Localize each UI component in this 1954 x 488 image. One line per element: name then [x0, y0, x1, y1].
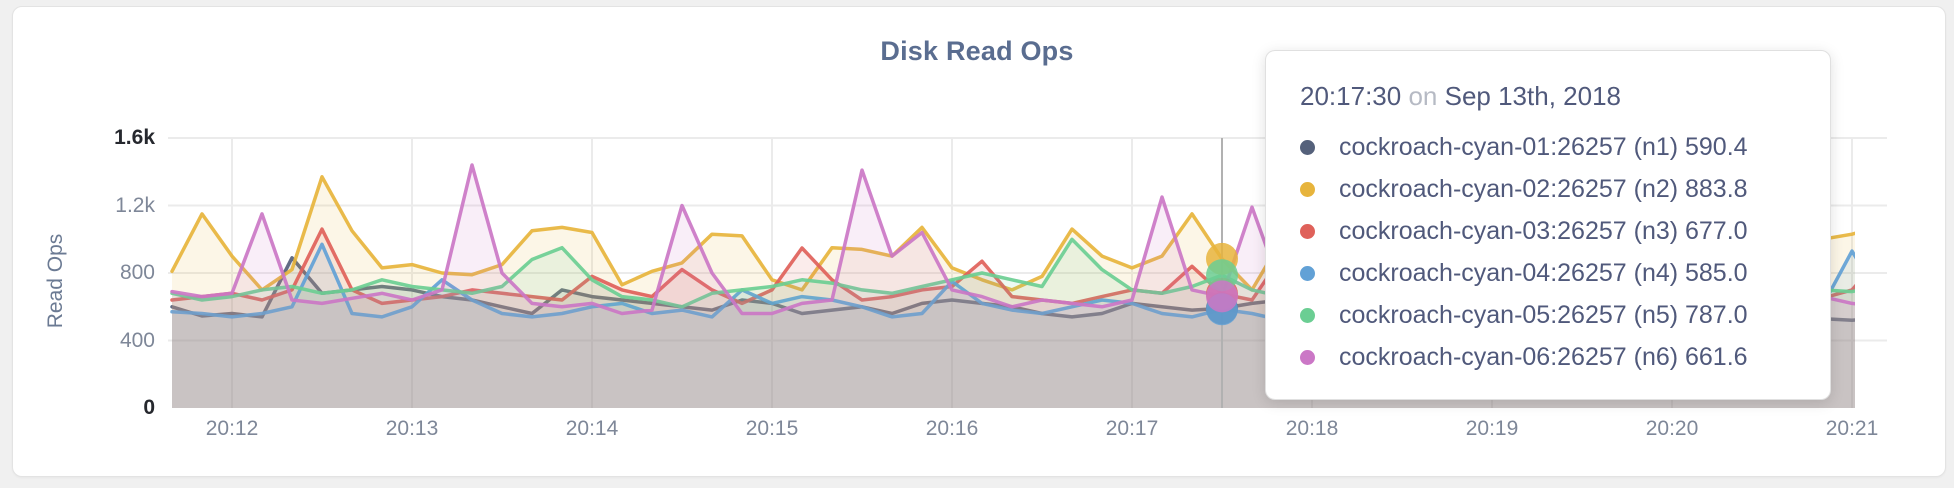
series-color-dot-icon	[1300, 139, 1315, 155]
series-color-dot-icon	[1300, 181, 1315, 197]
tooltip-row: cockroach-cyan-03:26257 (n3) 677.0	[1300, 210, 1830, 252]
tooltip-date: Sep 13th, 2018	[1444, 81, 1621, 111]
tooltip-series-name: cockroach-cyan-04:26257 (n4)	[1339, 258, 1679, 287]
tooltip-header: 20:17:30 on Sep 13th, 2018	[1300, 81, 1830, 112]
chart-title: Disk Read Ops	[880, 36, 1074, 66]
tooltip-series-name: cockroach-cyan-06:26257 (n6)	[1339, 342, 1679, 371]
tooltip-series-name: cockroach-cyan-05:26257 (n5)	[1339, 300, 1679, 329]
x-tick-label: 20:12	[205, 417, 259, 440]
tooltip-row: cockroach-cyan-06:26257 (n6) 661.6	[1300, 336, 1830, 378]
x-tick-label: 20:21	[1825, 417, 1879, 440]
x-tick-label: 20:19	[1465, 417, 1519, 440]
tooltip-rows: cockroach-cyan-01:26257 (n1) 590.4 cockroa…	[1300, 126, 1830, 378]
x-tick-label: 20:14	[565, 417, 619, 440]
tooltip-series-value: 661.6	[1685, 342, 1748, 371]
y-tick-label: 400	[119, 328, 155, 352]
series-color-dot-icon	[1300, 223, 1315, 239]
y-tick-label: 1.2k	[115, 193, 155, 217]
tooltip-series-name: cockroach-cyan-01:26257 (n1)	[1339, 132, 1679, 161]
y-tick-label: 0	[143, 396, 155, 419]
x-tick-label: 20:13	[385, 417, 439, 440]
tooltip-time: 20:17:30	[1300, 81, 1402, 111]
chart-tooltip: 20:17:30 on Sep 13th, 2018 cockroach-cya…	[1265, 50, 1831, 400]
tooltip-row: cockroach-cyan-05:26257 (n5) 787.0	[1300, 294, 1830, 336]
hover-dot-n6	[1206, 280, 1238, 313]
tooltip-conjunction: on	[1408, 81, 1438, 111]
crosshair	[1206, 138, 1238, 408]
tooltip-series-value: 883.8	[1685, 174, 1748, 203]
x-tick-label: 20:20	[1645, 417, 1699, 440]
tooltip-series-name: cockroach-cyan-03:26257 (n3)	[1339, 216, 1679, 245]
x-tick-label: 20:15	[745, 417, 799, 440]
x-tick-label: 20:18	[1285, 417, 1339, 440]
tooltip-series-name: cockroach-cyan-02:26257 (n2)	[1339, 174, 1679, 203]
y-tick-label: 800	[119, 261, 155, 284]
tooltip-row: cockroach-cyan-01:26257 (n1) 590.4	[1300, 126, 1830, 168]
tooltip-series-value: 590.4	[1685, 132, 1748, 161]
series-color-dot-icon	[1300, 349, 1315, 365]
tooltip-row: cockroach-cyan-02:26257 (n2) 883.8	[1300, 168, 1830, 210]
tooltip-row: cockroach-cyan-04:26257 (n4) 585.0	[1300, 252, 1830, 294]
x-tick-label: 20:17	[1105, 417, 1159, 440]
series-color-dot-icon	[1300, 265, 1315, 281]
tooltip-series-value: 677.0	[1685, 216, 1748, 245]
y-tick-label: 1.6k	[114, 126, 155, 149]
tooltip-series-value: 585.0	[1685, 258, 1748, 287]
x-tick-label: 20:16	[925, 417, 979, 440]
tooltip-series-value: 787.0	[1685, 300, 1748, 329]
series-color-dot-icon	[1300, 307, 1315, 323]
